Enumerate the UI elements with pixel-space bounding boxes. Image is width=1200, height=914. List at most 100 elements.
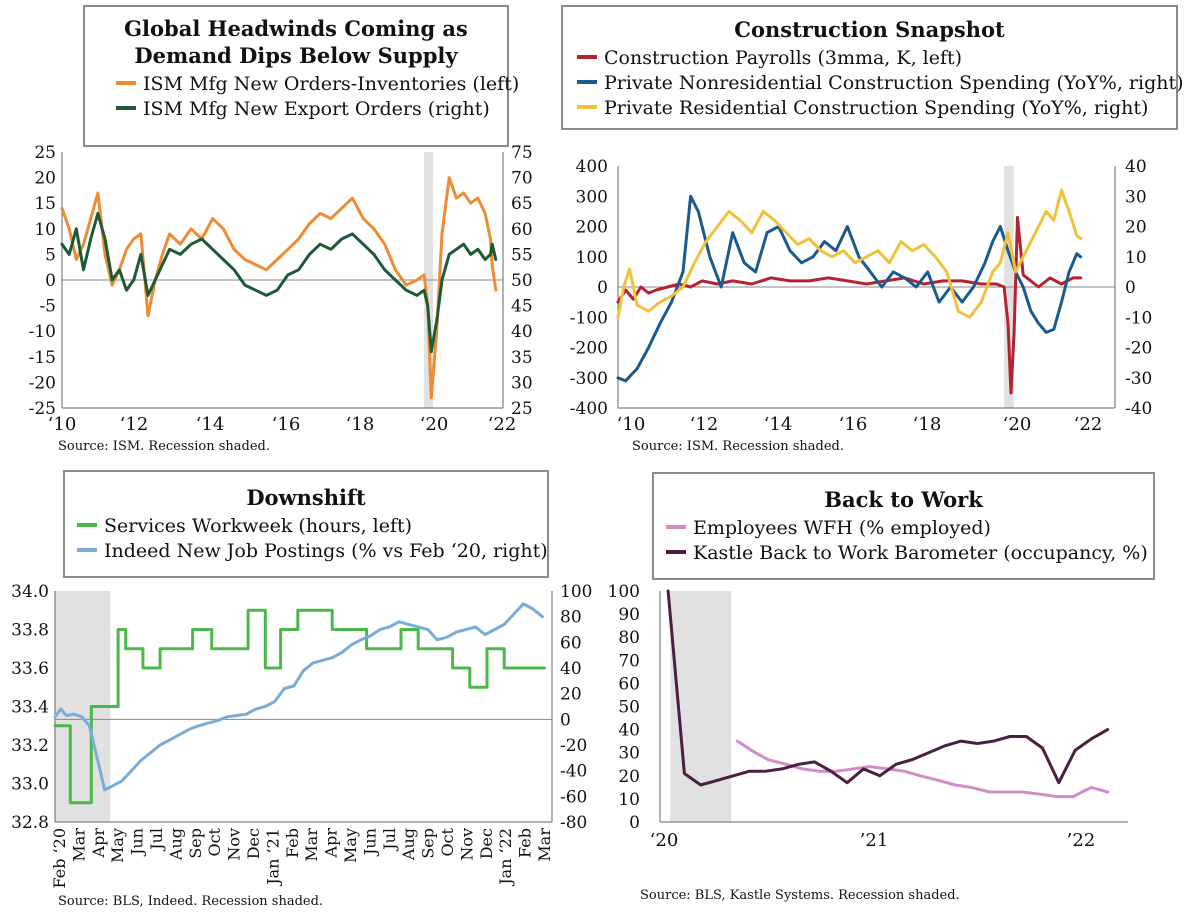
x-tick-label: Nov [457,828,476,861]
series-line-2 [616,194,1083,383]
y-left-tick-label: -200 [570,339,608,359]
y-right-tick-label: -10 [1125,308,1152,328]
x-tick-label: ‘22 [488,414,517,435]
y-right-tick-label: 45 [511,297,533,317]
chart-2: 4003002001000-100-200-300-400403020100-1… [570,157,1153,435]
y-left-tick-label: -20 [29,373,56,393]
legend-box-construction: Construction Snapshot Construction Payro… [561,5,1184,130]
y-left-tick-label: 33.6 [11,659,49,679]
y-left-tick-label: 80 [618,628,640,648]
legend-box-global-headwinds: Global Headwinds Coming as Demand Dips B… [83,5,519,147]
x-tick-label: Jun [360,828,379,857]
y-left-tick-label: -25 [29,399,56,419]
legend-label: Services Workweek (hours, left) [104,515,413,537]
x-tick-label: ‘18 [913,414,942,435]
y-right-tick-label: 10 [1125,248,1147,268]
x-tick-label: Feb [516,828,535,858]
series-line-2 [53,602,544,792]
y-left-tick-label: 32.8 [11,813,49,833]
chart-title: Back to Work [824,487,983,512]
legend-swatch [577,55,597,59]
x-tick-label: Aug [166,828,185,861]
source-note-global-headwinds: Source: ISM. Recession shaded. [58,439,270,454]
chart-1: 2520151050-5-10-15-20-257570656055504540… [29,143,533,435]
x-tick-label: Apr [322,828,341,859]
y-left-tick-label: 10 [618,790,640,810]
legend-label: Employees WFH (% employed) [693,517,991,539]
y-left-tick-label: 0 [629,813,640,833]
chart-3: 34.0 33.8 33.6 33.4 33.2 33.0 32.8 100 80 60 40 20 0… [11,582,592,888]
y-right-tick-label: 25 [511,399,533,419]
x-tick-label: ‘20 [420,414,449,435]
y-left-tick-label: 33.8 [11,621,49,641]
y-left-tick-label: -400 [570,399,608,419]
x-tick-label: Sep [419,828,438,859]
y-right-tick-label: -40 [1125,399,1152,419]
x-tick-label: ‘10 [617,414,646,435]
x-tick-label: ‘20 [650,830,679,851]
y-right-tick-label: 20 [560,685,582,705]
y-left-tick-label: 70 [618,651,640,671]
y-left-tick-label: 30 [618,744,640,764]
y-left-tick-label: 34.0 [11,582,49,602]
legend-label: ISM Mfg New Orders-Inventories (left) [143,73,520,95]
x-tick-label: ‘14 [196,414,225,435]
x-tick-label: Jul [147,828,166,852]
y-left-tick-label: 10 [34,220,56,240]
x-tick-label: May [341,828,360,863]
y-right-tick-label: 55 [511,245,533,265]
x-tick-label: Oct [438,827,457,856]
legend-swatch [116,81,136,85]
y-right-tick-label: -30 [1125,369,1152,389]
x-tick-label: Jun [128,828,147,857]
x-tick-label: Dec [244,828,263,859]
y-right-tick-label: 40 [511,322,533,342]
legend-swatch [116,106,136,110]
y-right-tick-label: 40 [560,659,582,679]
y-left-tick-label: 15 [34,194,56,214]
y-right-tick-label: 35 [511,348,533,368]
y-left-tick-label: 33.0 [11,775,49,795]
x-tick-label: Nov [225,828,244,861]
series-line-2 [60,211,498,354]
y-right-tick-label: 60 [560,633,582,653]
x-tick-label: Mar [69,828,88,862]
series-line-3 [616,188,1083,319]
y-right-tick-label: -60 [560,787,587,807]
y-left-tick-label: 20 [618,767,640,787]
x-tick-label: Oct [205,827,224,856]
x-tick-label: Jul [380,828,399,852]
x-tick-label: ‘22 [1074,414,1103,435]
y-left-tick-label: -15 [29,348,56,368]
x-tick-label: ’22 [1067,830,1096,851]
y-left-tick-label: -300 [570,369,608,389]
source-note-downshift: Source: BLS, Indeed. Recession shaded. [58,894,324,909]
y-left-tick-label: 33.4 [11,698,49,718]
y-left-tick-label: 5 [45,245,56,265]
legend-label: Kastle Back to Work Barometer (occupancy… [693,542,1148,564]
y-right-tick-label: 80 [560,608,582,628]
x-tick-label: Mar [535,828,554,862]
y-right-tick-label: -80 [560,813,587,833]
y-left-tick-label: 50 [618,698,640,718]
legend-box-downshift: Downshift Services Workweek (hours, left… [63,470,549,578]
x-tick-label: Jan ‘21 [263,828,282,887]
x-tick-label: ‘16 [839,414,868,435]
y-left-tick-label: 400 [576,157,608,177]
y-right-tick-label: 20 [1125,218,1147,238]
y-left-tick-label: 0 [597,278,608,298]
x-tick-label: Feb [283,828,302,858]
x-tick-label: ‘12 [690,414,719,435]
legend-entry-new-orders-inventories: ISM Mfg New Orders-Inventories (left) [85,72,519,97]
x-tick-label: ’21 [860,830,889,851]
y-right-tick-label: 0 [560,710,571,730]
legend-entry-employees-wfh: Employees WFH (% employed) [654,516,1153,541]
legend-entry-construction-payrolls: Construction Payrolls (3mma, K, left) [563,46,1176,71]
y-right-tick-label: 100 [560,582,592,602]
y-left-tick-label: 300 [576,187,608,207]
y-left-tick-label: -5 [39,297,56,317]
y-right-tick-label: 30 [1125,187,1147,207]
x-tick-label: Mar [302,828,321,862]
